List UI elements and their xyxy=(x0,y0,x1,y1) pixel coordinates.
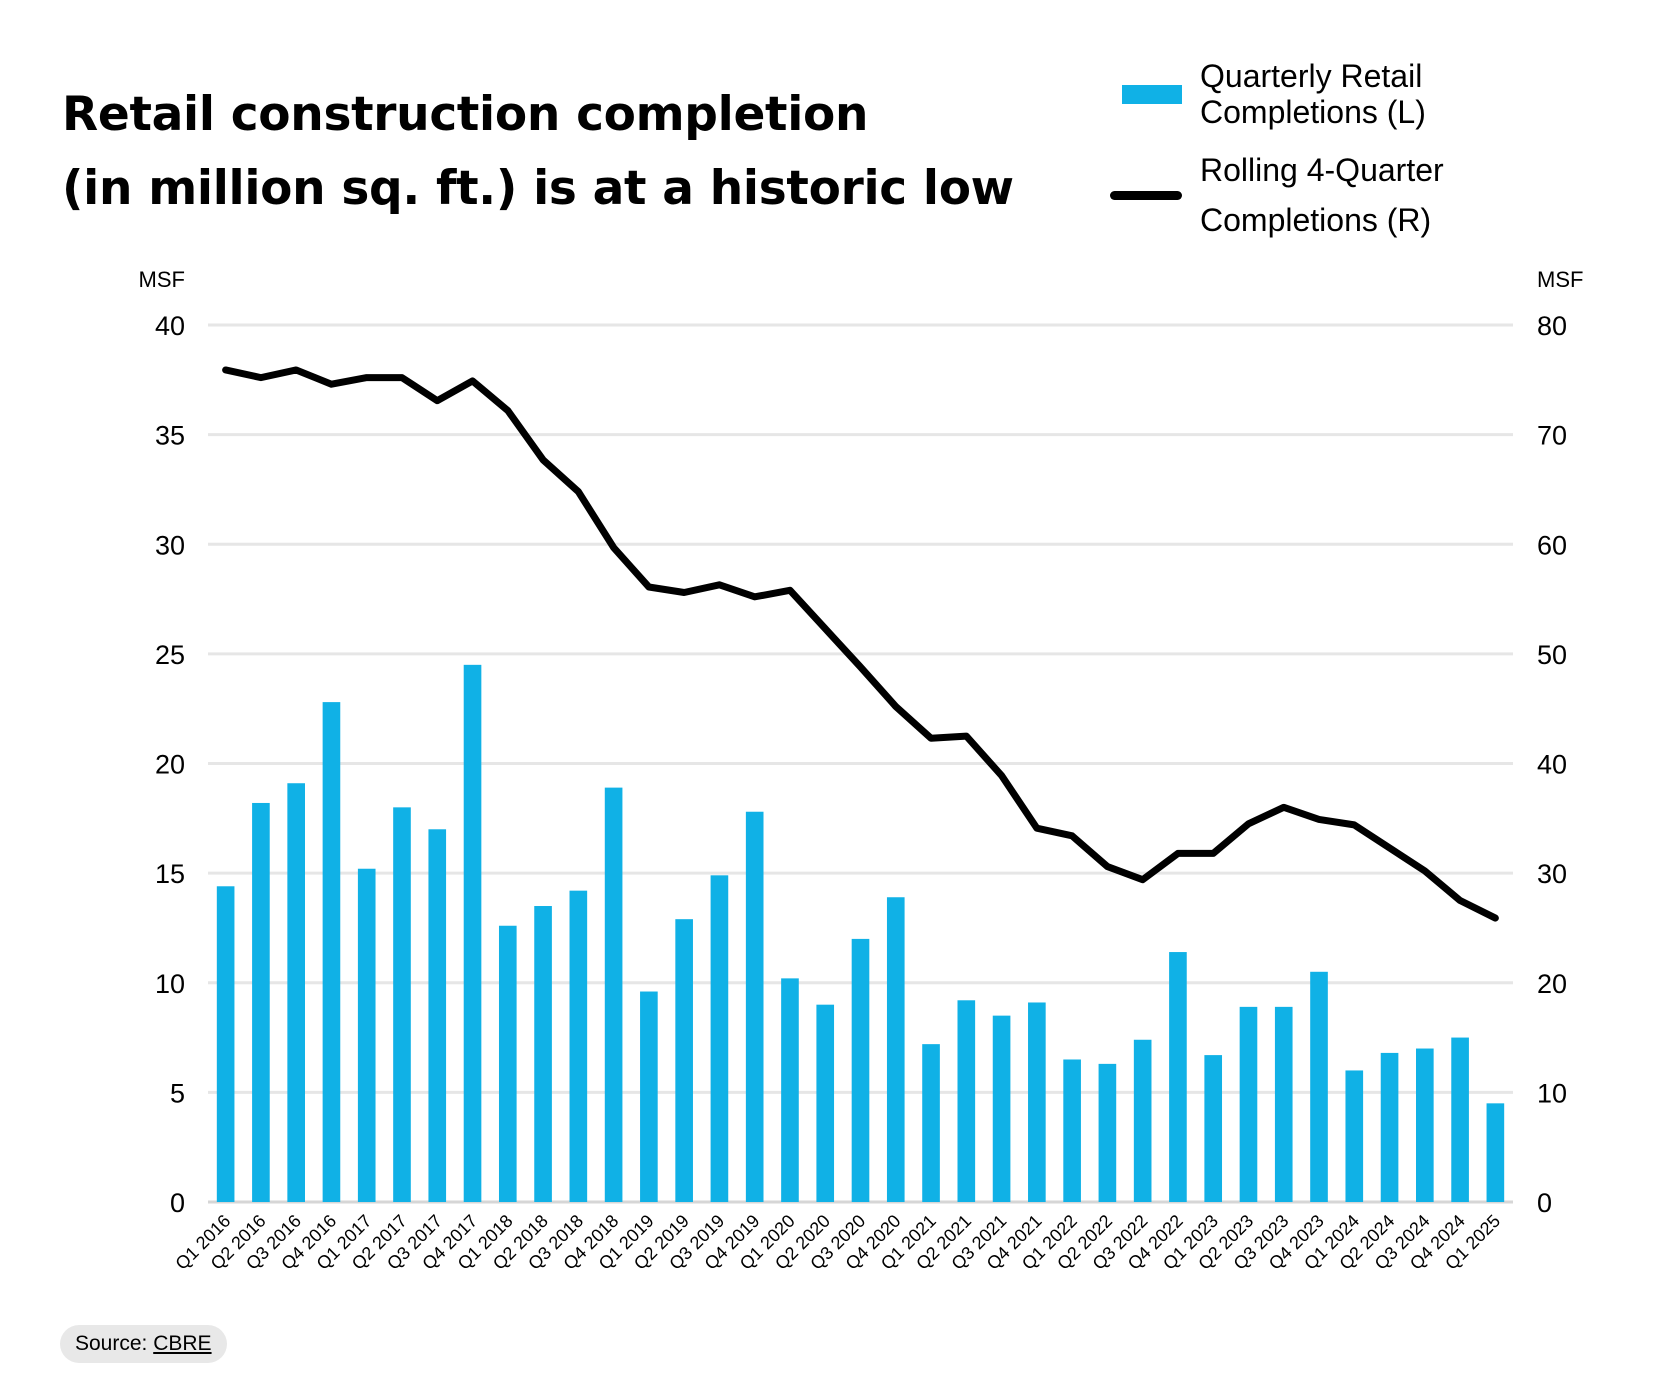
right-tick-label: 40 xyxy=(1537,750,1567,780)
bar xyxy=(252,802,270,1202)
bar xyxy=(498,925,517,1202)
bar xyxy=(1416,1048,1434,1202)
left-tick-label: 40 xyxy=(155,311,185,341)
bar xyxy=(640,991,658,1202)
legend-item-quarterly: Quarterly Retail Completions (L) xyxy=(1122,58,1426,130)
left-tick-label: 0 xyxy=(170,1188,185,1218)
bar xyxy=(745,811,764,1202)
right-tick-label: 30 xyxy=(1537,859,1567,889)
bar xyxy=(710,875,729,1202)
chart-title-line-1: Retail construction completion xyxy=(62,87,869,142)
bar xyxy=(781,978,799,1202)
bar xyxy=(1028,1002,1046,1202)
bar xyxy=(1274,1006,1293,1202)
bar xyxy=(287,783,305,1202)
left-tick-label: 20 xyxy=(155,750,185,780)
left-tick-label: 35 xyxy=(155,421,185,451)
bar xyxy=(393,807,411,1202)
bar xyxy=(1133,1039,1152,1202)
legend-item-rolling: Rolling 4-Quarter Completions (R) xyxy=(1110,145,1444,245)
legend-label-rolling-2: Completions (R) xyxy=(1200,202,1432,238)
bar xyxy=(322,702,341,1202)
left-tick-label: 25 xyxy=(155,640,185,670)
bar xyxy=(1486,1103,1505,1202)
chart-title: Retail construction completion (in milli… xyxy=(62,78,1014,226)
bar xyxy=(1451,1037,1469,1202)
bar xyxy=(216,886,235,1202)
bar xyxy=(675,919,693,1202)
bar xyxy=(1063,1059,1081,1202)
right-tick-label: 0 xyxy=(1537,1188,1552,1218)
bar xyxy=(922,1044,940,1202)
left-tick-label: 15 xyxy=(155,859,185,889)
right-tick-label: 20 xyxy=(1537,969,1567,999)
right-tick-label: 50 xyxy=(1537,640,1567,670)
legend-label-quarterly-1: Quarterly Retail xyxy=(1200,58,1423,94)
left-tick-label: 30 xyxy=(155,530,185,560)
right-tick-label: 70 xyxy=(1537,421,1567,451)
bar xyxy=(851,938,870,1202)
bar xyxy=(569,890,588,1202)
bar xyxy=(957,1000,976,1202)
left-axis-unit: MSF xyxy=(139,267,185,292)
right-tick-label: 80 xyxy=(1537,311,1567,341)
bar xyxy=(992,1015,1011,1202)
source-badge: Source: CBRE xyxy=(60,1325,227,1363)
right-tick-label: 60 xyxy=(1537,530,1567,560)
bar xyxy=(816,1004,835,1202)
right-axis-unit: MSF xyxy=(1537,267,1583,292)
legend-line-swatch xyxy=(1110,190,1182,200)
bar xyxy=(1204,1055,1223,1202)
bar xyxy=(534,906,552,1202)
bar xyxy=(1169,952,1187,1202)
bar xyxy=(604,787,623,1202)
bar xyxy=(1310,971,1328,1202)
bar xyxy=(463,664,482,1202)
bar xyxy=(1380,1052,1399,1202)
left-tick-label: 10 xyxy=(155,969,185,999)
legend-label-quarterly-2: Completions (L) xyxy=(1200,94,1426,130)
right-tick-label: 10 xyxy=(1537,1078,1567,1108)
bar xyxy=(1239,1006,1258,1202)
bar xyxy=(886,897,905,1202)
bar xyxy=(428,829,447,1202)
bar xyxy=(1098,1063,1117,1202)
legend-bar-swatch xyxy=(1122,84,1182,104)
rolling-line xyxy=(222,366,1499,922)
legend-label-rolling-1: Rolling 4-Quarter xyxy=(1200,152,1444,188)
chart-title-line-2: (in million sq. ft.) is at a historic lo… xyxy=(62,161,1014,216)
source-link[interactable]: CBRE xyxy=(153,1332,212,1355)
source-prefix: Source: xyxy=(75,1332,154,1355)
bar xyxy=(357,868,376,1202)
bar xyxy=(1345,1070,1364,1202)
left-tick-label: 5 xyxy=(170,1078,185,1108)
